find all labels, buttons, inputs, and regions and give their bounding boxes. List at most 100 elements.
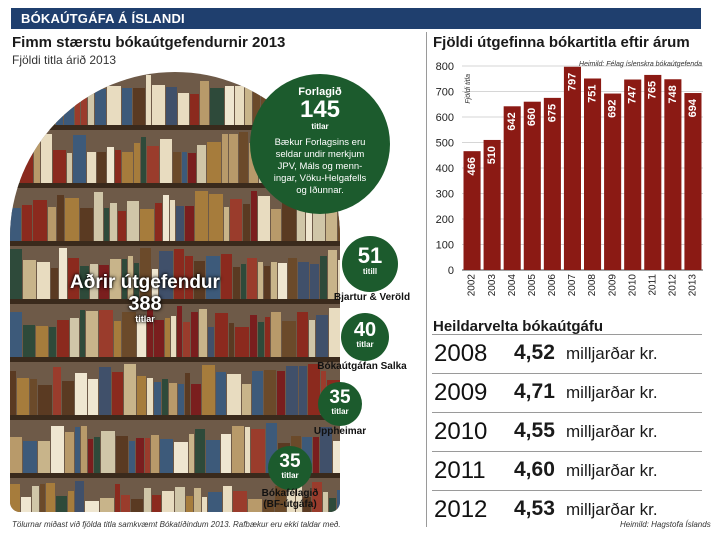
book-spine [229,323,234,357]
book-spine [277,371,285,415]
book-spine [17,378,29,415]
revenue-unit: milljarðar kr. [566,500,658,519]
book-spine [242,384,251,415]
book-spine [173,152,181,183]
book-spine [122,312,136,357]
book-spine [174,442,188,473]
book-spine [147,310,153,357]
book-spine [178,384,184,415]
book-spine [99,265,109,299]
book-spine [10,83,19,125]
bar [563,66,581,270]
x-tick-label: 2003 [487,274,498,297]
book-spine [140,248,151,299]
book-spine [258,322,264,357]
book-spine [81,426,87,473]
book-spine [232,426,244,473]
book-spine [191,312,198,357]
x-tick-label: 2007 [567,274,578,297]
revenue-row: 2010 4,55 milljarðar kr. [432,412,702,451]
book-spine [191,384,201,415]
book-spine [243,204,250,241]
book-spine [99,310,113,357]
book-spine [178,93,189,125]
book-spine [38,441,50,473]
revenue-unit: milljarðar kr. [566,383,658,402]
book-spine [160,139,172,183]
book-spine [10,249,22,299]
book-spine [183,322,190,357]
revenue-source: Heimild: Hagstofa Íslands [620,520,711,529]
bar-chart: 0 100 200 300 400 500 600 700 800 Fjöldi titla Hei… [436,61,703,297]
book-spine [51,268,58,299]
book-spine [107,86,121,125]
shelf [10,125,340,130]
book-spine [253,79,260,125]
book-spine [53,150,66,183]
book-spine [137,319,146,357]
bjartur-unit: titill [362,267,378,276]
revenue-unit: milljarðar kr. [566,461,658,480]
book-spine [28,76,33,125]
bar-value-label: 466 [466,157,478,175]
y-tick-label: 800 [436,61,454,73]
bokafelagid-unit: titlar [281,471,299,480]
book-spine [177,306,182,357]
bar [523,101,541,270]
bjartur-label: Bjartur & Veröld [333,292,411,303]
book-spine [152,85,165,125]
forlagid-circle: Forlagið 145 titlar Bækur Forlagsins eru… [250,74,390,214]
book-spine [41,134,52,183]
bar [463,151,481,270]
y-tick-label: 100 [436,240,454,252]
book-spine [104,208,109,241]
book-spine [297,312,308,357]
book-spine [323,492,328,512]
other-unit: titlar [135,314,155,324]
salka-label: Bókaútgáfan Salka [317,361,407,372]
book-spine [215,313,228,357]
book-spine [286,366,298,415]
revenue-value: 4,53 [514,497,555,520]
other-label: Aðrir útgefendur [70,272,220,293]
y-tick-label: 300 [436,189,454,201]
y-tick-label: 0 [448,265,454,277]
bokafelagid-label: Bókafélagið (BF-útgáfa) [261,488,319,510]
book-spine [56,496,67,512]
book-spine [124,364,136,415]
other-publishers: Aðrir útgefendur 388 titlar [30,272,260,324]
book-spine [65,432,74,473]
shelf [10,357,340,362]
shelf [10,183,340,188]
bokafelagid-count: 35 [279,451,301,472]
book-spine [67,153,72,183]
book-spine [310,264,319,299]
book-spine [241,264,246,299]
book-spine [99,367,111,415]
book-spine [23,260,36,299]
uppheimar-label: Uppheimar [313,426,367,437]
book-spine [221,434,231,473]
publisher-circle-uppheimar: 35 titlar [318,382,362,426]
book-spine [62,381,74,415]
book-spine [251,429,265,473]
book-spine [239,132,248,183]
book-spine [225,86,234,125]
book-spine [186,496,193,512]
book-spine [57,320,69,357]
book-spine [122,88,132,125]
book-spine [282,321,296,357]
book-spine [22,205,32,241]
bar [584,78,602,271]
book-spine [46,483,55,512]
book-spine [263,500,274,512]
book-spine [308,364,320,415]
book-spine [94,192,103,241]
book-spine [114,321,121,357]
revenue-year: 2008 [434,340,488,367]
book-spine [51,426,64,473]
book-spine [165,318,170,357]
book-spine [133,88,145,125]
book-spine [258,262,263,299]
book-spine [122,152,133,183]
